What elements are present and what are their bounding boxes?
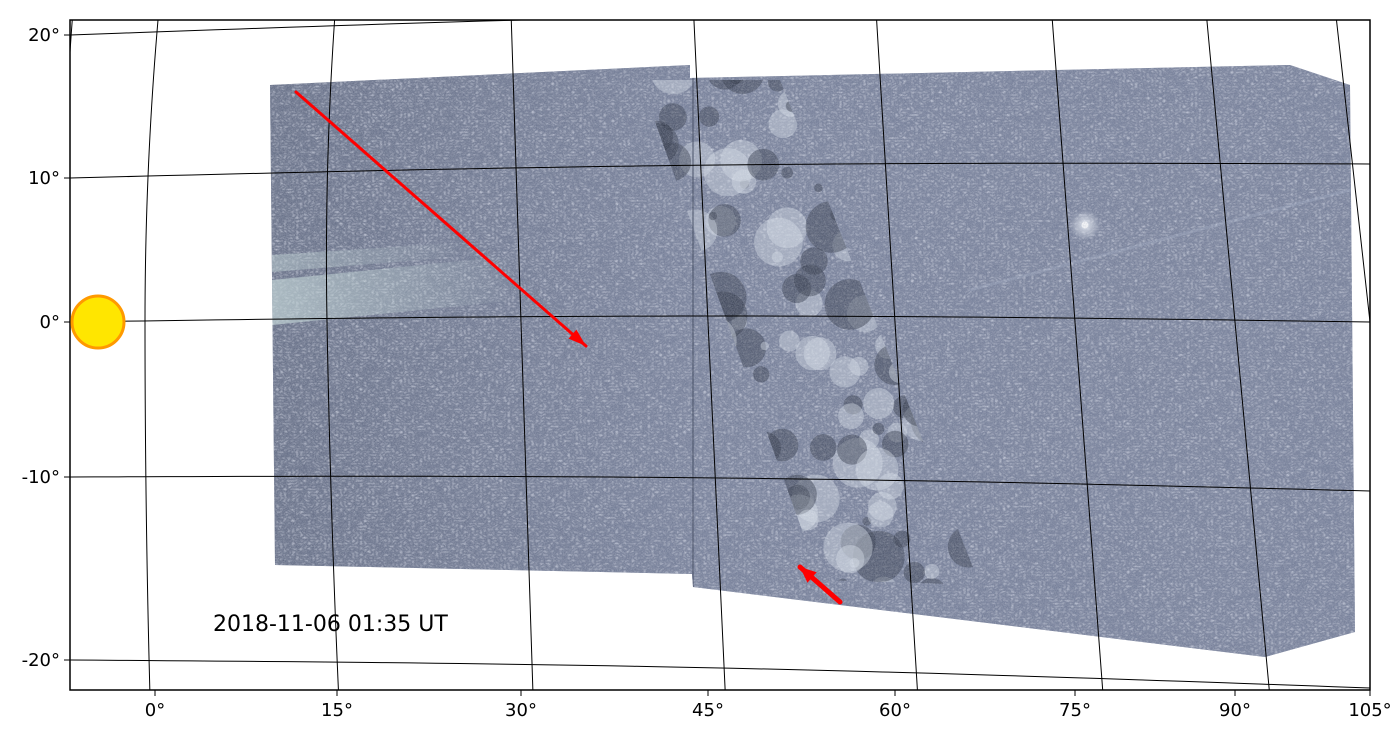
x-tick-label: 15°: [321, 700, 353, 721]
sky-map-figure: -20° -10° 0° 10° 20° 0° 15° 30° 45° 60° 75° 90° 105°…: [0, 0, 1392, 729]
x-tick-label: 30°: [505, 700, 537, 721]
sun-marker: [72, 296, 124, 348]
sky-image: [0, 0, 1392, 729]
x-tick-label: 105°: [1348, 700, 1391, 721]
y-tick-label: -20°: [22, 650, 60, 671]
y-tick-label: 20°: [28, 25, 60, 46]
plot-svg: -20° -10° 0° 10° 20° 0° 15° 30° 45° 60° 75° 90° 105°…: [0, 0, 1392, 729]
x-tick-label: 45°: [692, 700, 724, 721]
x-tick-label: 75°: [1059, 700, 1091, 721]
x-tick-label: 60°: [879, 700, 911, 721]
y-tick-label: 0°: [40, 312, 60, 333]
x-tick-label: 0°: [145, 700, 165, 721]
y-tick-label: -10°: [22, 467, 60, 488]
y-tick-label: 10°: [28, 168, 60, 189]
x-tick-label: 90°: [1219, 700, 1251, 721]
timestamp-label: 2018-11-06 01:35 UT: [213, 612, 448, 637]
